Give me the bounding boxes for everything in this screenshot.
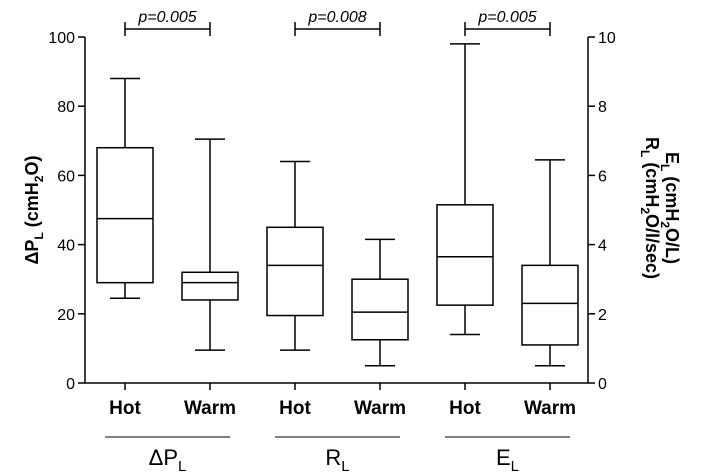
y-right-tick-label: 0 xyxy=(598,376,607,393)
y-left-tick-label: 60 xyxy=(57,168,75,185)
group-label: RL xyxy=(325,445,349,472)
label-part: O/L) xyxy=(662,228,682,264)
iqr-box xyxy=(351,278,409,341)
y-right-tick-label: 4 xyxy=(598,238,607,255)
category-label: Warm xyxy=(184,398,236,419)
box-2 xyxy=(181,138,239,351)
category-label: Warm xyxy=(524,398,576,419)
group-label-sub: L xyxy=(341,458,349,472)
label-part: (cmH xyxy=(662,171,682,221)
iqr-box xyxy=(181,271,239,301)
category-label: Hot xyxy=(109,398,141,419)
label-part: (cmH xyxy=(22,182,42,232)
group-label-main: ΔP xyxy=(149,445,178,470)
y-left-tick-label: 20 xyxy=(57,307,75,324)
box-6 xyxy=(521,159,579,367)
iqr-box xyxy=(521,264,579,346)
box-1 xyxy=(96,77,154,299)
box-5 xyxy=(436,43,494,336)
group-label: EL xyxy=(496,445,519,472)
category-label: Hot xyxy=(279,398,311,419)
y-axis-right-label-line2: EL (cmH2O/L) xyxy=(658,152,682,264)
group-label-sub: L xyxy=(511,458,519,472)
y-right-tick-label: 8 xyxy=(598,99,607,116)
label-subscript: 2 xyxy=(32,175,46,182)
label-part: O/l/sec) xyxy=(642,214,662,279)
y-left-tick-label: 0 xyxy=(66,376,75,393)
box-4 xyxy=(351,238,409,367)
group-label: ΔPL xyxy=(149,445,187,472)
y-left-tick-label: 100 xyxy=(48,30,75,47)
p-value-label: p=0.008 xyxy=(307,9,366,26)
p-value-label: p=0.005 xyxy=(477,9,536,26)
label-subscript: 2 xyxy=(658,221,672,228)
group-label-sub: L xyxy=(178,458,186,472)
y-right-tick-label: 10 xyxy=(598,30,616,47)
group-label-main: E xyxy=(496,445,511,470)
label-part: E xyxy=(662,152,682,164)
label-part: R xyxy=(642,137,662,150)
y-right-tick-label: 2 xyxy=(598,307,607,324)
label-subscript: 2 xyxy=(638,207,652,214)
label-subscript: L xyxy=(658,164,672,171)
p-value-bracket: p=0.005 xyxy=(124,9,211,36)
label-subscript: L xyxy=(32,232,46,239)
y-axis-left-label: ΔPL (cmH2O) xyxy=(22,155,46,264)
iqr-box xyxy=(436,204,494,306)
category-label: Warm xyxy=(354,398,406,419)
box-3 xyxy=(266,160,324,351)
iqr-box xyxy=(96,146,154,284)
label-part: (cmH xyxy=(642,157,662,207)
iqr-box xyxy=(266,226,324,317)
label-part: O) xyxy=(22,155,42,175)
y-right-tick-label: 6 xyxy=(598,168,607,185)
p-value-bracket: p=0.005 xyxy=(464,9,551,36)
boxes: Hot Warm Hot Warm Hot Warm xyxy=(96,43,579,419)
y-axis-right-label-line1: RL (cmH2O/l/sec) xyxy=(638,137,662,279)
p-value-bracket: p=0.008 xyxy=(294,9,381,36)
y-left-tick-label: 80 xyxy=(57,99,75,116)
label-subscript: L xyxy=(638,150,652,157)
p-value-annotations: p=0.005 p=0.008 p=0.005 xyxy=(124,9,551,36)
category-label: Hot xyxy=(449,398,481,419)
label-part: ΔP xyxy=(22,240,42,265)
group-label-main: R xyxy=(325,445,341,470)
axes: 0 20 40 60 80 100 0 2 4 6 8 10 xyxy=(48,30,616,393)
y-left-tick-label: 40 xyxy=(57,238,75,255)
p-value-label: p=0.005 xyxy=(137,9,196,26)
